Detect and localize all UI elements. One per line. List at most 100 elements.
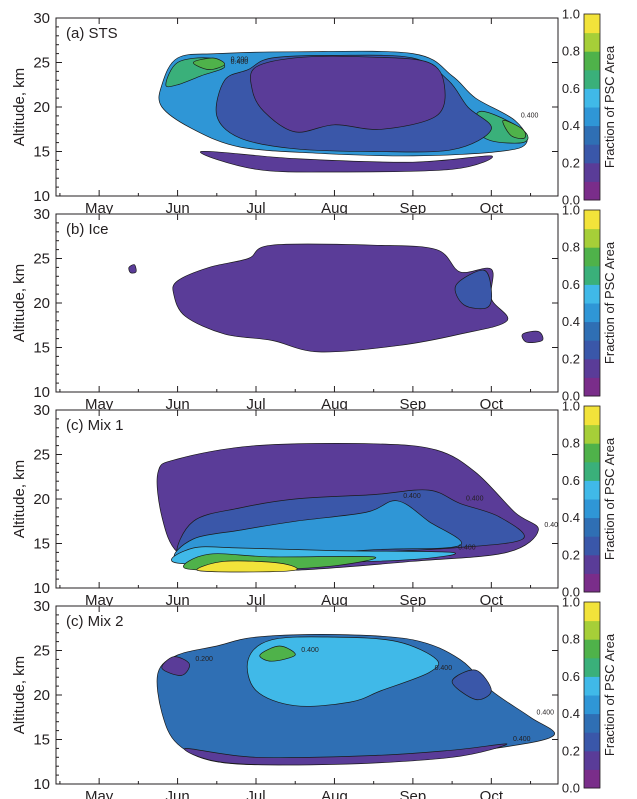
- y-axis-title: Altitude, km: [11, 264, 28, 342]
- colorbar: 0.0 0.2 0.4 0.6 0.8 1.0 Fraction of PSC Area: [562, 7, 617, 208]
- colorbar-tick-label: 0.8: [562, 436, 580, 451]
- x-tick-label: May: [85, 788, 114, 799]
- colorbar-step: [584, 554, 600, 574]
- contour-label: 0.400: [513, 736, 531, 743]
- colorbar-step: [584, 517, 600, 537]
- colorbar-tick-label: 0.6: [562, 277, 580, 292]
- contour-region: [521, 330, 544, 343]
- colorbar-tick-label: 0.4: [562, 118, 580, 133]
- colorbar-title: Fraction of PSC Area: [602, 45, 617, 168]
- colorbar-step: [584, 695, 600, 715]
- y-tick-label: 20: [33, 295, 50, 312]
- panel-4: 0.400 0.400 0.400 0.400 0.200 10 15 20 25 30 May Ju…: [11, 595, 617, 799]
- y-tick-label: 10: [33, 776, 50, 793]
- panel-3: 0.400 0.400 0.400 0.400 10 15 20 25 30 May Jun Jul A…: [11, 399, 617, 610]
- colorbar-step: [584, 602, 600, 622]
- colorbar-step: [584, 210, 600, 230]
- contour-region: [502, 119, 526, 139]
- colorbar-step: [584, 88, 600, 108]
- colorbar-tick-label: 0.4: [562, 510, 580, 525]
- colorbar-frame: [583, 13, 601, 201]
- contour-label: 0.400: [458, 544, 476, 551]
- colorbar-step: [584, 303, 600, 323]
- colorbar-tick-label: 1.0: [562, 595, 580, 610]
- x-tick-label: May: [85, 200, 114, 217]
- y-tick-label: 30: [33, 10, 50, 27]
- colorbar-tick-label: 1.0: [562, 203, 580, 218]
- y-tick-label: 25: [33, 447, 50, 464]
- colorbar-tick-label: 0.2: [562, 743, 580, 758]
- contour-fields: [128, 243, 544, 353]
- y-tick-label: 20: [33, 491, 50, 508]
- y-tick-label: 30: [33, 206, 50, 223]
- colorbar-step: [584, 750, 600, 770]
- contour-fields: 0.400 0.400 0.400 0.400: [156, 443, 562, 573]
- colorbar-tick-label: 0.4: [562, 314, 580, 329]
- y-tick-label: 15: [33, 536, 50, 553]
- contour-label: 0.400: [301, 647, 319, 654]
- colorbar-step: [584, 162, 600, 182]
- contour-region: [192, 57, 225, 70]
- colorbar-step: [584, 358, 600, 378]
- x-tick-label: Aug: [321, 592, 348, 609]
- y-tick-label: 30: [33, 598, 50, 615]
- contour-region: [250, 55, 446, 133]
- colorbar-step: [584, 657, 600, 677]
- contour-region: [454, 269, 492, 310]
- panel-label: (c) Mix 1: [66, 417, 124, 434]
- x-tick-label: Jun: [165, 788, 189, 799]
- x-tick-label: Aug: [321, 396, 348, 413]
- contour-region: [128, 264, 137, 274]
- colorbar-step: [584, 14, 600, 34]
- colorbar-step: [584, 247, 600, 267]
- colorbar-step: [584, 732, 600, 752]
- x-tick-label: Sep: [400, 396, 427, 413]
- colorbar-tick-label: 0.6: [562, 473, 580, 488]
- y-axis-title: Altitude, km: [11, 68, 28, 146]
- contour-label: 0.400: [231, 59, 249, 66]
- contour-label: 0.400: [466, 495, 484, 502]
- colorbar-tick-label: 0.4: [562, 706, 580, 721]
- colorbar: 0.0 0.2 0.4 0.6 0.8 1.0 Fraction of PSC Area: [562, 595, 617, 796]
- colorbar-step: [584, 265, 600, 285]
- contour-region: [196, 560, 298, 573]
- colorbar-step: [584, 321, 600, 341]
- colorbar-tick-label: 0.0: [562, 193, 580, 208]
- colorbar-step: [584, 461, 600, 481]
- contour-region: [259, 645, 296, 662]
- colorbar-tick-label: 0.0: [562, 389, 580, 404]
- panel-label: (b) Ice: [66, 221, 109, 238]
- x-tick-label: Jul: [246, 396, 265, 413]
- colorbar: 0.0 0.2 0.4 0.6 0.8 1.0 Fraction of PSC Area: [562, 399, 617, 600]
- contour-label: 0.400: [435, 665, 453, 672]
- colorbar-step: [584, 69, 600, 89]
- contour-label: 0.200: [231, 56, 249, 63]
- x-tick-label: Sep: [400, 788, 427, 799]
- colorbar-step: [584, 181, 600, 201]
- x-tick-label: Oct: [480, 200, 504, 217]
- x-tick-label: Sep: [400, 200, 427, 217]
- y-tick-label: 20: [33, 687, 50, 704]
- y-tick-label: 30: [33, 402, 50, 419]
- colorbar-tick-label: 0.8: [562, 632, 580, 647]
- y-tick-label: 15: [33, 144, 50, 161]
- contour-label: 0.400: [544, 522, 562, 529]
- colorbar-frame: [583, 209, 601, 397]
- x-tick-label: Jul: [246, 592, 265, 609]
- colorbar-step: [584, 424, 600, 444]
- y-tick-label: 10: [33, 580, 50, 597]
- contour-label: 0.400: [521, 112, 539, 119]
- x-tick-label: May: [85, 592, 114, 609]
- contour-label: 0.400: [403, 493, 421, 500]
- colorbar-tick-label: 0.8: [562, 44, 580, 59]
- colorbar-tick-label: 0.0: [562, 585, 580, 600]
- colorbar-step: [584, 228, 600, 248]
- x-tick-label: Sep: [400, 592, 427, 609]
- colorbar-step: [584, 32, 600, 52]
- x-tick-label: Jun: [165, 396, 189, 413]
- colorbar-title: Fraction of PSC Area: [602, 241, 617, 364]
- x-tick-label: May: [85, 396, 114, 413]
- y-axis-title: Altitude, km: [11, 656, 28, 734]
